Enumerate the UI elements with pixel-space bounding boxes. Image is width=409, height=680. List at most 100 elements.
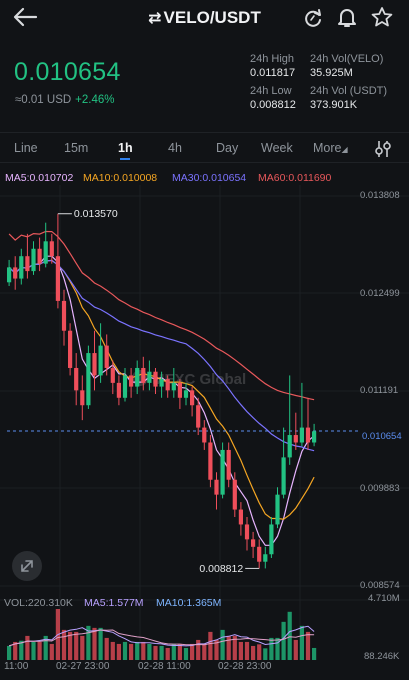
- y-tick: 0.008574: [360, 580, 400, 591]
- candle-body: [25, 256, 30, 272]
- tab-1h[interactable]: 1h: [118, 141, 133, 155]
- tab-week[interactable]: Week: [261, 141, 293, 155]
- volume-bar: [312, 647, 317, 660]
- volume-ma10-line: [8, 629, 315, 647]
- volume-axis-bottom: 88.246K: [364, 651, 400, 662]
- candle-body: [238, 509, 243, 525]
- active-tab-indicator: [120, 158, 130, 160]
- high-annotation: 0.013570: [74, 208, 118, 220]
- candle-body: [135, 367, 140, 387]
- pair-title-text: VELO/USDT: [163, 8, 261, 27]
- volume-bar: [165, 647, 170, 660]
- volume-bar: [13, 641, 18, 660]
- candle-body: [31, 248, 36, 272]
- time-tick: 02-28 11:00: [138, 661, 191, 672]
- volume-bar: [214, 639, 219, 660]
- ma60-legend: MA60:0.011690: [258, 172, 332, 184]
- ma60-line: [8, 230, 315, 401]
- tab-line[interactable]: Line: [14, 141, 38, 155]
- volume-bar: [68, 631, 73, 660]
- pair-title[interactable]: ⇄ VELO/USDT: [0, 8, 409, 28]
- candle-body: [287, 435, 292, 458]
- volume-bar: [263, 648, 268, 660]
- volume-bar: [269, 637, 274, 660]
- candle-body: [13, 267, 18, 279]
- interval-tabs: Line 15m 1h 4h Day Week More◢: [0, 132, 409, 163]
- volume-bar: [190, 643, 195, 660]
- ma5-legend: MA5:0.010702: [5, 172, 74, 184]
- expand-icon: [21, 560, 33, 572]
- divider: [0, 162, 409, 163]
- candle-body: [74, 367, 79, 391]
- volume-bar: [122, 641, 128, 660]
- candle-body: [220, 449, 225, 495]
- candle-body: [214, 479, 219, 495]
- candle-body: [129, 375, 134, 387]
- volume-bar: [226, 635, 231, 660]
- volume-bar: [281, 621, 286, 660]
- high-value: 0.011817: [250, 67, 296, 79]
- star-icon[interactable]: [370, 6, 394, 28]
- high-label: 24h High: [250, 53, 295, 65]
- volume-bar: [287, 611, 292, 660]
- volume-bar: [299, 625, 304, 660]
- ma30-line: [8, 259, 315, 452]
- y-tick: 0.012499: [360, 288, 400, 299]
- tab-day[interactable]: Day: [216, 141, 239, 155]
- volume-bar: [275, 637, 280, 660]
- volume-bar: [116, 643, 121, 660]
- tab-4h[interactable]: 4h: [168, 141, 182, 155]
- volume-bar: [202, 643, 207, 660]
- low-label: 24h Low: [250, 85, 292, 97]
- candle-body: [263, 554, 268, 562]
- usd-value: ≈0.01 USD: [15, 94, 72, 106]
- volume-bar: [19, 640, 24, 660]
- candle-body: [122, 375, 128, 398]
- volume-ma5-line: [8, 625, 315, 647]
- arrow-left-icon[interactable]: [12, 6, 38, 28]
- volume-bar: [129, 643, 134, 660]
- candle-body: [80, 390, 85, 406]
- y-tick: 0.011191: [360, 385, 399, 396]
- last-price: 0.010654: [14, 58, 121, 86]
- indicator-settings-icon[interactable]: [372, 138, 394, 160]
- refresh-icon[interactable]: [302, 7, 324, 29]
- tab-15m[interactable]: 15m: [64, 141, 89, 155]
- candle-body: [43, 241, 48, 264]
- candle-body: [226, 449, 231, 480]
- caret-down-icon: ◢: [341, 145, 348, 154]
- volume-bar: [141, 641, 146, 660]
- tab-more[interactable]: More◢: [313, 141, 348, 155]
- candle-body: [177, 382, 182, 398]
- candle-body: [269, 524, 274, 555]
- change-percent: +2.46%: [75, 94, 115, 106]
- volume-axis-top: 4.710M: [368, 593, 400, 604]
- volume-bar: [196, 639, 201, 660]
- candle-body: [86, 353, 91, 406]
- candle-body: [183, 390, 189, 398]
- volume-bar: [251, 645, 256, 660]
- candle-body: [110, 367, 115, 383]
- volume-ma-lines: [8, 625, 315, 647]
- vol-base-value: 35.925M: [310, 67, 353, 79]
- bell-icon[interactable]: [336, 6, 358, 28]
- volume-bar: [49, 643, 54, 660]
- volume-bar: [92, 627, 97, 660]
- volume-bar: [25, 635, 30, 660]
- candle-body: [98, 345, 103, 376]
- volume-bar: [208, 631, 213, 660]
- vol-base-label: 24h Vol(VELO): [310, 53, 384, 65]
- candle-body: [92, 353, 97, 376]
- volume-bar: [171, 643, 176, 660]
- volume-bar: [7, 645, 12, 660]
- volume-bar: [86, 625, 91, 660]
- candle-body: [251, 539, 256, 547]
- volume-bar: [147, 643, 152, 660]
- volume-bar: [61, 629, 67, 660]
- candle-body: [196, 405, 201, 428]
- vol-quote-value: 373.901K: [310, 99, 358, 111]
- fullscreen-button[interactable]: [12, 551, 42, 581]
- volume-bar: [305, 631, 311, 660]
- candle-body: [37, 248, 42, 264]
